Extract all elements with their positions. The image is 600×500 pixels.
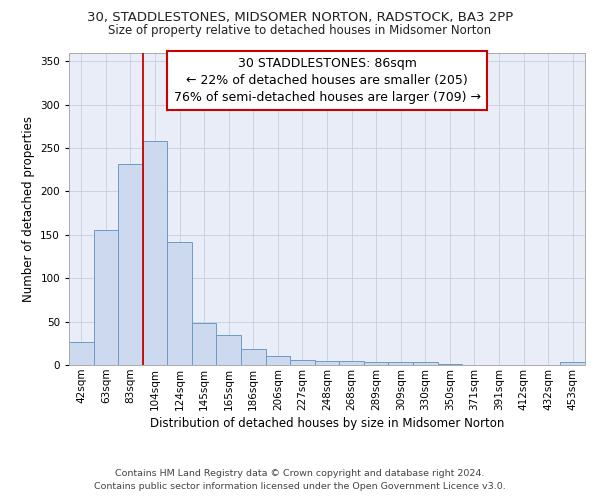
Bar bbox=[167, 242, 192, 365]
Bar bbox=[69, 342, 94, 365]
Bar bbox=[364, 362, 388, 365]
Bar bbox=[217, 334, 241, 365]
Y-axis label: Number of detached properties: Number of detached properties bbox=[22, 116, 35, 302]
Bar bbox=[560, 362, 585, 365]
Bar bbox=[315, 360, 339, 365]
Bar bbox=[266, 356, 290, 365]
Text: Size of property relative to detached houses in Midsomer Norton: Size of property relative to detached ho… bbox=[109, 24, 491, 37]
Bar bbox=[192, 324, 217, 365]
Bar bbox=[339, 360, 364, 365]
Text: 30 STADDLESTONES: 86sqm
← 22% of detached houses are smaller (205)
76% of semi-d: 30 STADDLESTONES: 86sqm ← 22% of detache… bbox=[173, 57, 481, 104]
Text: 30, STADDLESTONES, MIDSOMER NORTON, RADSTOCK, BA3 2PP: 30, STADDLESTONES, MIDSOMER NORTON, RADS… bbox=[87, 11, 513, 24]
Bar bbox=[241, 350, 266, 365]
Bar bbox=[437, 364, 462, 365]
Bar bbox=[118, 164, 143, 365]
Bar bbox=[290, 360, 315, 365]
Bar bbox=[413, 362, 437, 365]
X-axis label: Distribution of detached houses by size in Midsomer Norton: Distribution of detached houses by size … bbox=[150, 417, 504, 430]
Bar bbox=[94, 230, 118, 365]
Bar bbox=[143, 141, 167, 365]
Bar bbox=[388, 362, 413, 365]
Text: Contains HM Land Registry data © Crown copyright and database right 2024.
Contai: Contains HM Land Registry data © Crown c… bbox=[94, 469, 506, 491]
